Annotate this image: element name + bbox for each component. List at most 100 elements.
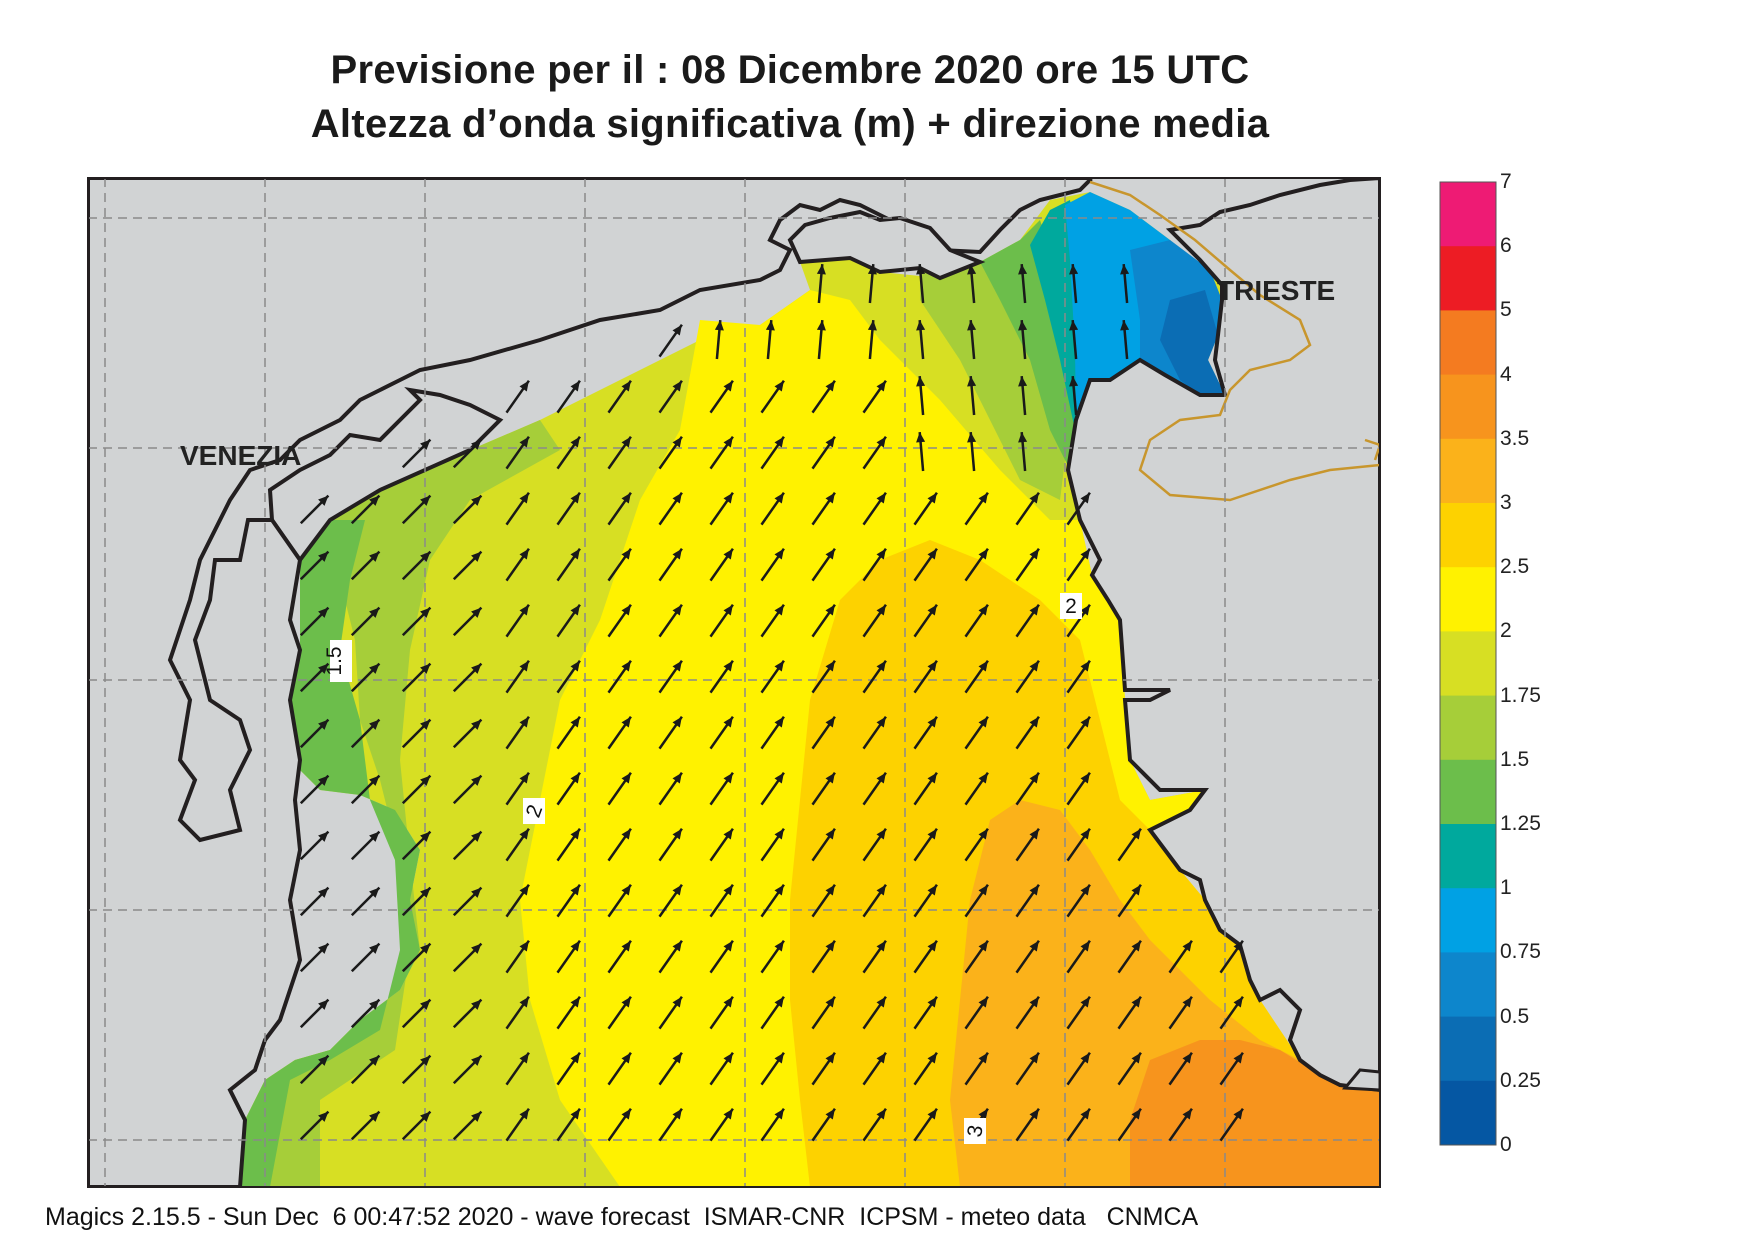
colorbar-level-label: 1.25 — [1500, 812, 1541, 835]
wave-direction-arrow-head — [1018, 264, 1028, 275]
wave-direction-arrow-head — [876, 492, 886, 504]
wave-direction-arrow-head — [621, 996, 631, 1008]
wave-direction-arrow-head — [1080, 716, 1090, 728]
po-delta-land — [88, 178, 1093, 1187]
colorbar-level-label: 7 — [1500, 170, 1512, 193]
wave-direction-arrow-head — [570, 548, 580, 560]
wave-direction-arrow-head — [774, 884, 784, 896]
wave-direction-arrow-head — [519, 828, 529, 840]
wave-direction-arrow-head — [723, 604, 733, 616]
wave-direction-arrow-head — [723, 828, 733, 840]
wave-direction-arrow-head — [672, 1108, 682, 1120]
wave-direction-arrow-head — [1131, 1108, 1141, 1120]
wave-direction-arrow-head — [1080, 492, 1090, 504]
wave-direction-arrow-head — [876, 716, 886, 728]
wave-direction-arrow-head — [967, 264, 977, 275]
wave-direction-arrow-head — [621, 884, 631, 896]
wave-direction-arrow-head — [369, 495, 380, 506]
wave-direction-arrow-head — [519, 884, 529, 896]
wave-direction-arrow-head — [519, 548, 529, 560]
wave-direction-arrow-head — [1029, 940, 1039, 952]
colorbar-level-label: 5 — [1500, 298, 1512, 322]
wave-direction-arrow-head — [774, 940, 784, 952]
wave-direction-arrow-head — [519, 1052, 529, 1064]
colorbar-level-label: 0.25 — [1500, 1068, 1541, 1092]
wave-direction-arrow-head — [916, 264, 926, 275]
wave-direction-arrow-head — [570, 660, 580, 672]
wave-direction-arrow-head — [774, 660, 784, 672]
colorbar-level-label: 6 — [1500, 234, 1512, 258]
wave-direction-arrow-head — [318, 999, 329, 1010]
wave-direction-arrow-head — [1233, 1108, 1243, 1120]
wave-direction-arrow-head — [723, 380, 733, 392]
wave-direction-arrow-head — [420, 495, 431, 506]
wave-direction-arrow-head — [471, 719, 482, 730]
wave-direction-arrow-head — [672, 548, 682, 560]
wave-direction-arrow-head — [519, 772, 529, 784]
colorbar-level-label: 4 — [1500, 362, 1512, 386]
wave-direction-arrow-head — [621, 436, 631, 448]
wave-direction-arrow-head — [672, 996, 682, 1008]
wave-direction-arrow-head — [1080, 996, 1090, 1008]
wave-direction-arrow-head — [519, 940, 529, 952]
wave-direction-arrow-head — [621, 828, 631, 840]
wave-direction-arrow-head — [825, 828, 835, 840]
wave-direction-arrow-head — [369, 719, 380, 730]
colorbar-swatch — [1440, 438, 1496, 504]
wave-direction-arrow-head — [519, 604, 529, 616]
wave-direction-arrow-head — [672, 716, 682, 728]
grado-marano-land — [787, 209, 986, 281]
wave-direction-arrow-head — [318, 719, 329, 730]
wave-direction-arrow-head — [1182, 996, 1192, 1008]
wave-direction-arrow-head — [369, 551, 380, 562]
colorbar-level-label: 3.5 — [1500, 426, 1530, 450]
wave-direction-arrow-head — [1080, 884, 1090, 896]
colorbar-level-label: 1.75 — [1500, 683, 1541, 707]
wave-direction-arrow-head — [420, 999, 431, 1010]
wave-direction-arrow-head — [825, 1052, 835, 1064]
wave-direction-arrow-head — [672, 380, 682, 392]
wave-direction-arrow-head — [672, 884, 682, 896]
border-segment — [1364, 438, 1380, 461]
wave-direction-arrow-head — [927, 548, 937, 560]
wave-direction-arrow-head — [570, 604, 580, 616]
colorbar-swatch — [1440, 310, 1496, 376]
wave-direction-arrow-head — [723, 548, 733, 560]
wave-direction-arrow-head — [1029, 492, 1039, 504]
city-label-trieste: TRIESTE — [1217, 275, 1335, 306]
wave-direction-arrow-head — [867, 320, 877, 331]
contour-label-3: 3 — [963, 1118, 988, 1144]
wave-direction-arrow-head — [1233, 1052, 1243, 1064]
wave-direction-arrow-head — [621, 492, 631, 504]
colorbar-swatch — [1440, 952, 1496, 1018]
wave-direction-arrow-head — [420, 607, 431, 618]
wave-direction-arrow-head — [1018, 320, 1028, 331]
wave-direction-arrow-head — [570, 940, 580, 952]
wave-direction-arrow-head — [519, 1108, 529, 1120]
wave-direction-arrow-head — [672, 940, 682, 952]
wave-direction-arrow-head — [1029, 604, 1039, 616]
wave-direction-arrow-head — [621, 1052, 631, 1064]
wave-direction-arrow-head — [876, 548, 886, 560]
wave-direction-arrow-head — [318, 943, 329, 954]
colorbar-swatch — [1440, 824, 1496, 889]
wave-direction-arrow-head — [318, 775, 329, 786]
wave-direction-arrow-head — [1029, 1052, 1039, 1064]
contour-label-2-east-text: 2 — [1065, 595, 1077, 618]
colorbar-level-label: 0.75 — [1500, 940, 1541, 964]
wave-direction-arrow-head — [570, 884, 580, 896]
wave-direction-arrow-head — [825, 548, 835, 560]
wave-direction-arrow-head — [927, 828, 937, 840]
wave-direction-arrow-head — [967, 432, 977, 443]
wave-direction-arrow-head — [621, 716, 631, 728]
wave-direction-arrow-head — [978, 828, 988, 840]
wave-direction-arrow-head — [774, 436, 784, 448]
wave-direction-arrow-head — [825, 436, 835, 448]
wave-direction-arrow-head — [318, 1055, 329, 1066]
city-label-venezia: VENEZIA — [180, 440, 301, 471]
wave-direction-arrow-head — [774, 1108, 784, 1120]
wave-direction-arrow-head — [774, 604, 784, 616]
wave-direction-arrow-head — [927, 604, 937, 616]
wave-direction-arrow-head — [570, 492, 580, 504]
wave-direction-arrow-head — [1018, 376, 1028, 387]
